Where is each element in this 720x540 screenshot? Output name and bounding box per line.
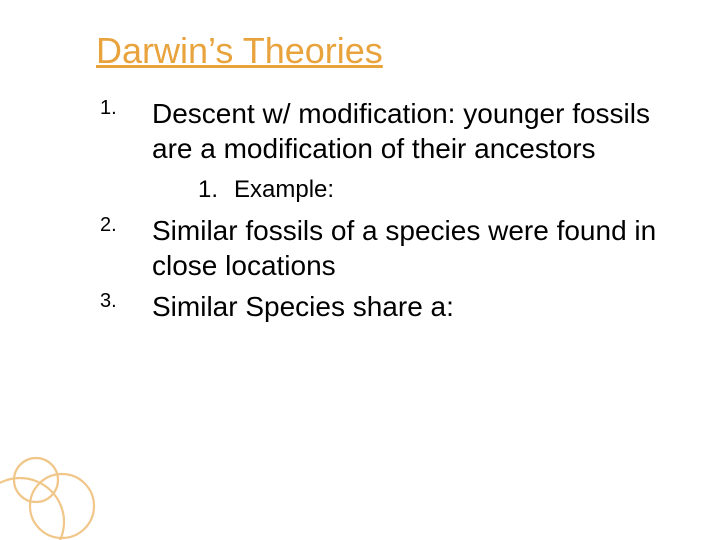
corner-decoration: [0, 410, 130, 540]
list-item-2: 2. Similar fossils of a species were fou…: [100, 213, 660, 283]
sub-list-item-1: 1. Example:: [152, 174, 660, 205]
sub-list: 1. Example:: [152, 174, 660, 205]
slide-title: Darwin’s Theories: [96, 30, 660, 72]
list-item-3-text: Similar Species share a:: [152, 291, 454, 322]
sub-list-item-1-number: 1.: [198, 174, 218, 205]
main-list: 1. Descent w/ modification: younger foss…: [100, 96, 660, 324]
list-item-2-number: 2.: [100, 213, 117, 238]
list-item-1: 1. Descent w/ modification: younger foss…: [100, 96, 660, 205]
slide: Darwin’s Theories 1. Descent w/ modifica…: [0, 0, 720, 540]
list-item-3-number: 3.: [100, 289, 117, 314]
list-item-1-text: Descent w/ modification: younger fossils…: [152, 98, 650, 164]
list-item-3: 3. Similar Species share a:: [100, 289, 660, 324]
list-item-2-text: Similar fossils of a species were found …: [152, 215, 656, 281]
list-item-1-number: 1.: [100, 96, 117, 121]
sub-list-item-1-text: Example:: [234, 176, 334, 203]
